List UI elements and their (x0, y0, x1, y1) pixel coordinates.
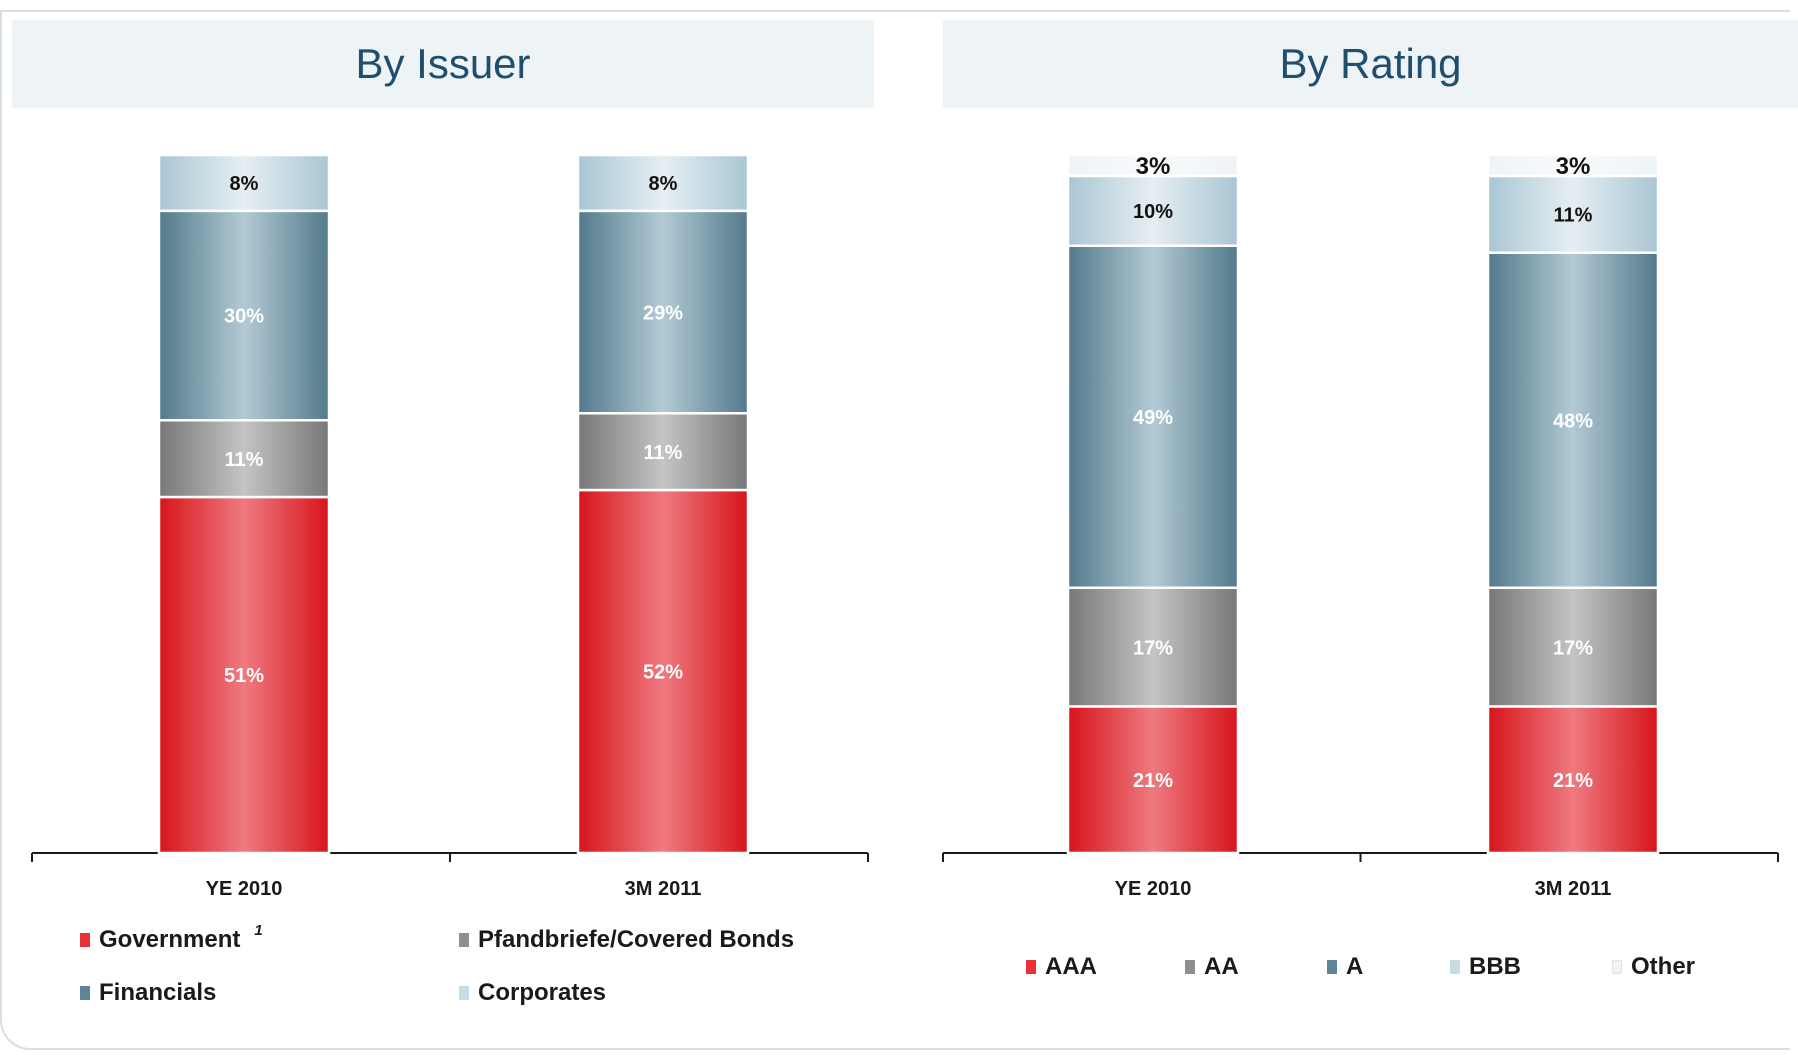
legend-label-pfandbriefe: Pfandbriefe/Covered Bonds (478, 926, 795, 953)
legend-item-government: Government 1 (80, 922, 263, 954)
rating-bar-a-1 (1486, 251, 1660, 590)
legend-label-corporates: Corporates (478, 979, 607, 1006)
legend-item-bbb: BBB (1450, 953, 1521, 981)
by-rating-title: By Rating (943, 20, 1798, 108)
issuer-bar-corporates-0 (157, 153, 331, 213)
issuer-data-label: 51% (224, 665, 264, 687)
rating-data-label: 10% (1133, 201, 1173, 223)
rating-category-label: YE 2010 (1115, 878, 1192, 900)
issuer-bar-government-1 (576, 488, 750, 855)
issuer-data-label: 52% (643, 662, 683, 684)
legend-swatch-bbb (1450, 960, 1460, 974)
rating-data-label: 21% (1133, 770, 1173, 792)
legend-item-corporates: Corporates (459, 979, 606, 1007)
rating-data-label: 17% (1133, 637, 1173, 659)
rating-data-label: 21% (1553, 770, 1593, 792)
rating-data-label: 11% (1554, 205, 1593, 227)
legend-label-aa: AA (1204, 953, 1239, 980)
legend-label-aaa: AAA (1045, 953, 1097, 980)
legend-swatch-corporates (459, 986, 469, 1000)
issuer-bar-pfandbriefe-covered-bonds-0 (157, 418, 331, 499)
page-frame (0, 10, 1790, 1050)
legend-item-financials: Financials (80, 979, 216, 1007)
legend-label-financials: Financials (99, 979, 217, 1006)
rating-data-label: 17% (1553, 637, 1593, 659)
legend-swatch-other (1612, 960, 1622, 974)
rating-data-label: 3% (1136, 153, 1171, 180)
issuer-data-label: 30% (224, 306, 264, 328)
legend-item-aaa: AAA (1026, 953, 1097, 981)
rating-data-label: 3% (1556, 153, 1591, 180)
legend-label-government: Government (99, 926, 241, 953)
issuer-data-label: 8% (649, 173, 678, 195)
issuer-data-label: 8% (230, 173, 259, 195)
rating-bar-aaa-1 (1486, 705, 1660, 855)
by-issuer-title: By Issuer (12, 20, 874, 108)
rating-data-label: 48% (1553, 410, 1593, 432)
rating-bar-other-0 (1066, 153, 1240, 178)
legend-label-a: A (1346, 953, 1364, 980)
rating-bar-aaa-0 (1066, 705, 1240, 855)
rating-bar-bbb-1 (1486, 174, 1660, 254)
legend-swatch-aa (1185, 960, 1195, 974)
issuer-category-label: 3M 2011 (625, 878, 702, 900)
legend-item-pfandbriefe: Pfandbriefe/Covered Bonds (459, 926, 794, 954)
legend-swatch-pfandbriefe (459, 933, 469, 947)
rating-bar-aa-0 (1066, 586, 1240, 708)
legend-item-other: Other (1612, 953, 1695, 981)
rating-bar-other-1 (1486, 153, 1660, 178)
issuer-data-label: 11% (644, 442, 683, 464)
issuer-bar-pfandbriefe-covered-bonds-1 (576, 412, 750, 492)
issuer-data-label: 29% (643, 302, 683, 324)
issuer-bar-government-0 (157, 495, 331, 855)
legend-swatch-government (80, 933, 90, 947)
legend-item-aa: AA (1185, 953, 1239, 981)
legend-swatch-financials (80, 986, 90, 1000)
issuer-bar-corporates-1 (576, 153, 750, 213)
footnote-marker: 1 (254, 921, 263, 939)
issuer-category-label: YE 2010 (206, 878, 283, 900)
rating-category-label: 3M 2011 (1535, 878, 1612, 900)
legend-label-bbb: BBB (1469, 953, 1521, 980)
issuer-data-label: 11% (225, 449, 264, 471)
legend-label-other: Other (1631, 953, 1696, 980)
legend-swatch-a (1327, 960, 1337, 974)
legend-swatch-aaa (1026, 960, 1036, 974)
rating-data-label: 49% (1133, 407, 1173, 429)
legend-item-a: A (1327, 953, 1363, 981)
issuer-bar-financials-0 (157, 209, 331, 422)
